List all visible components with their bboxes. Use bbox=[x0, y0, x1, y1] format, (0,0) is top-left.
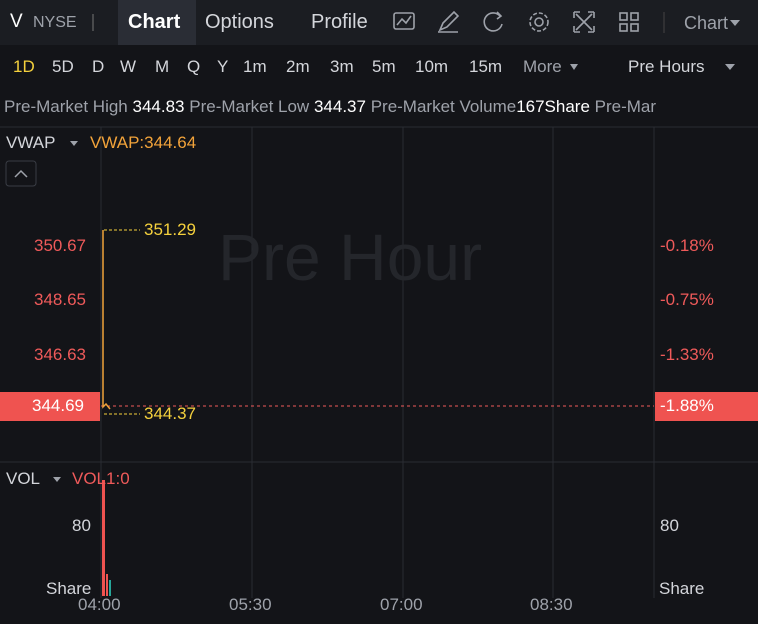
high-marker: 351.29 bbox=[144, 220, 196, 239]
collapse-button[interactable] bbox=[5, 160, 37, 187]
more-menu[interactable]: More bbox=[523, 57, 562, 76]
chart-menu[interactable]: Chart bbox=[684, 13, 729, 33]
timeframe[interactable]: 10m bbox=[415, 57, 449, 76]
stat-value: 167Share bbox=[516, 97, 590, 116]
x-axis-label: 07:00 bbox=[380, 595, 423, 614]
grid bbox=[100, 127, 655, 598]
y-axis-label: 348.65 bbox=[34, 290, 86, 309]
exchange: NYSE bbox=[33, 14, 77, 31]
current-price: 344.69 bbox=[32, 396, 84, 415]
timeframe[interactable]: 15m bbox=[469, 57, 503, 76]
tab[interactable]: Profile bbox=[311, 11, 368, 33]
stat-value: 344.83 bbox=[132, 97, 185, 116]
timeframe[interactable]: 1m bbox=[243, 57, 267, 76]
timeframe[interactable]: Y bbox=[217, 57, 229, 76]
y2-axis-label: -0.18% bbox=[660, 236, 714, 255]
y2-axis-label: 80 bbox=[660, 516, 679, 535]
timeframe[interactable]: W bbox=[120, 57, 137, 76]
indicator-value: VOL1:0 bbox=[72, 469, 130, 488]
x-axis-label: 08:30 bbox=[530, 595, 573, 614]
stat-label: Pre-Market High bbox=[4, 97, 128, 116]
timeframe[interactable]: Q bbox=[187, 57, 201, 76]
price-line bbox=[102, 230, 111, 410]
dropdown-arrow bbox=[730, 20, 740, 26]
y2-axis-label: -0.75% bbox=[660, 290, 714, 309]
stats-row: Pre-Market High 344.83 Pre-Market Low 34… bbox=[4, 97, 758, 117]
watermark: Pre Hour bbox=[218, 220, 483, 294]
timeframe[interactable]: 2m bbox=[286, 57, 310, 76]
indicator-name[interactable]: VWAP bbox=[6, 133, 56, 152]
current-change: -1.88% bbox=[660, 396, 714, 415]
current-change-box bbox=[655, 392, 758, 421]
top-bar-bg bbox=[0, 0, 758, 45]
dropdown-arrow bbox=[70, 141, 78, 146]
timeframe[interactable]: 3m bbox=[330, 57, 354, 76]
dropdown-arrow bbox=[53, 477, 61, 482]
tab[interactable]: Chart bbox=[128, 11, 181, 33]
collapse-icon bbox=[14, 169, 28, 178]
timeframe[interactable]: 5m bbox=[372, 57, 396, 76]
timeframe[interactable]: 1D bbox=[13, 57, 35, 76]
volume-bar bbox=[109, 580, 111, 596]
stat-label: Pre-Market Low bbox=[189, 97, 310, 116]
indicator-value: VWAP:344.64 bbox=[90, 133, 197, 152]
volume-bar bbox=[106, 574, 108, 596]
timeframe[interactable]: M bbox=[155, 57, 170, 76]
timeframe[interactable]: 5D bbox=[52, 57, 74, 76]
volume-bar bbox=[102, 480, 105, 596]
x-axis-label: 04:00 bbox=[78, 595, 121, 614]
y-axis-unit: Share bbox=[46, 579, 92, 598]
y-axis-label: 80 bbox=[72, 516, 91, 535]
timeframe[interactable]: D bbox=[92, 57, 105, 76]
current-price-box bbox=[0, 392, 100, 421]
stat-label: Pre-Mar bbox=[594, 97, 657, 116]
session-menu[interactable]: Pre Hours bbox=[628, 57, 705, 76]
y2-axis-unit: Share bbox=[659, 579, 705, 598]
dropdown-arrow bbox=[570, 64, 578, 70]
stat-value: 344.37 bbox=[313, 97, 366, 116]
tab[interactable]: Options bbox=[205, 11, 274, 33]
y2-axis-label: -1.33% bbox=[660, 345, 714, 364]
stat-label: Pre-Market Volume bbox=[370, 97, 517, 116]
active-tab-bg bbox=[118, 0, 196, 45]
y-axis-label: 346.63 bbox=[34, 345, 86, 364]
symbol: V bbox=[10, 11, 23, 32]
low-marker: 344.37 bbox=[144, 404, 196, 423]
x-axis-label: 05:30 bbox=[229, 595, 272, 614]
dropdown-arrow bbox=[725, 64, 735, 70]
y-axis-label: 350.67 bbox=[34, 236, 86, 255]
toolbar-icons bbox=[393, 10, 639, 33]
indicator-name[interactable]: VOL bbox=[6, 469, 41, 488]
